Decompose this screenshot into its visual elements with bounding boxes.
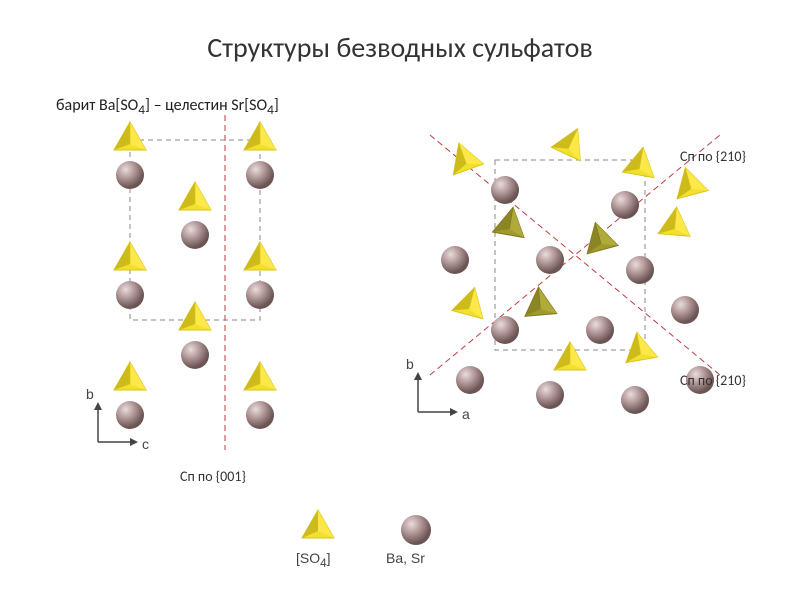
- left-axes: [80, 400, 140, 460]
- left-axis-h: c: [142, 436, 149, 452]
- right-cleavage-top: Сп по {210}: [680, 148, 746, 165]
- right-cleavage-bot: Сп по {210}: [680, 372, 746, 389]
- right-axes: [400, 370, 460, 430]
- right-axis-v: b: [406, 356, 414, 372]
- page-title: Структуры безводных сульфатов: [0, 30, 800, 65]
- subtitle: барит Ba[SO4] – целестин Sr[SO4]: [56, 96, 279, 118]
- legend-sphere-icon: [398, 512, 434, 548]
- right-axis-h: a: [462, 406, 470, 422]
- legend-tetra-icon: [296, 506, 340, 550]
- legend-sphere-label: Ba, Sr: [386, 550, 425, 566]
- left-cleavage-label: Сп по {001}: [180, 468, 246, 485]
- legend-tetra-label: [SO4]: [296, 550, 331, 570]
- left-structure: [100, 120, 400, 460]
- left-axis-v: b: [86, 386, 94, 402]
